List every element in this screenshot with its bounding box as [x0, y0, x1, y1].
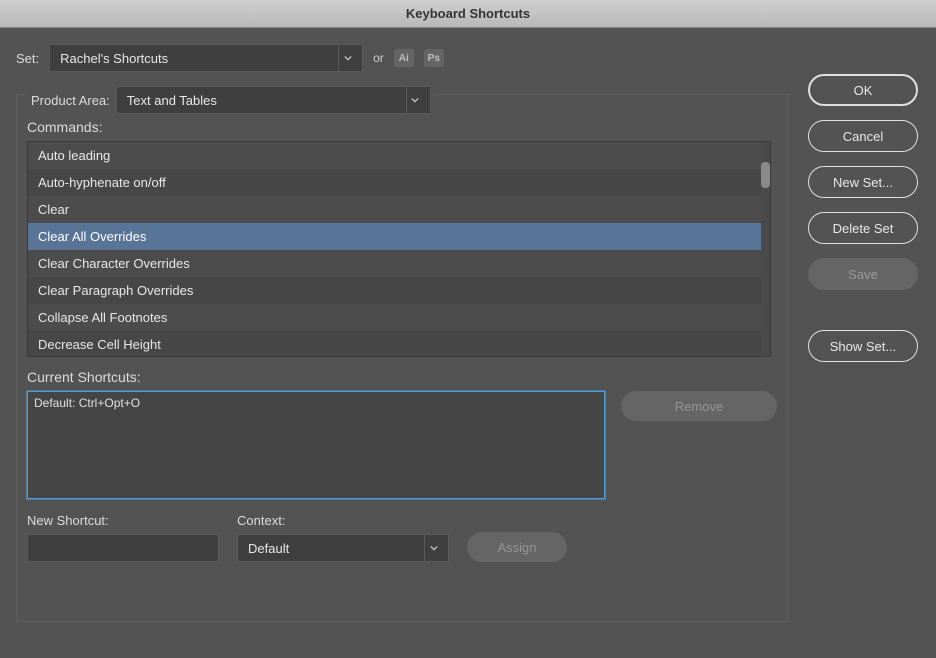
product-area-value: Text and Tables: [127, 93, 400, 108]
current-shortcuts-row: Default: Ctrl+Opt+O Remove: [27, 391, 777, 499]
command-row[interactable]: Clear Paragraph Overrides: [28, 277, 770, 304]
save-button: Save: [808, 258, 918, 290]
command-row[interactable]: Decrease Cell Height: [28, 331, 770, 357]
new-shortcut-input[interactable]: [27, 534, 219, 562]
new-shortcut-row: New Shortcut: Context: Default Assign: [27, 513, 777, 562]
command-row[interactable]: Clear: [28, 196, 770, 223]
commands-label: Commands:: [27, 119, 777, 135]
chevron-down-icon: [406, 87, 424, 113]
chevron-down-icon: [338, 45, 356, 71]
command-row[interactable]: Auto leading: [28, 142, 770, 169]
delete-set-button[interactable]: Delete Set: [808, 212, 918, 244]
side-button-column: OK Cancel New Set... Delete Set Save Sho…: [808, 74, 918, 362]
current-shortcut-item[interactable]: Default: Ctrl+Opt+O: [34, 396, 140, 410]
current-shortcuts-box[interactable]: Default: Ctrl+Opt+O: [27, 391, 605, 499]
context-dropdown[interactable]: Default: [237, 534, 449, 562]
product-area-label: Product Area:: [31, 93, 110, 108]
command-row[interactable]: Clear Character Overrides: [28, 250, 770, 277]
window-titlebar: Keyboard Shortcuts: [0, 0, 936, 28]
product-area-header: Product Area: Text and Tables: [27, 86, 435, 114]
command-row[interactable]: Auto-hyphenate on/off: [28, 169, 770, 196]
set-label: Set:: [16, 51, 39, 66]
new-shortcut-label: New Shortcut:: [27, 513, 219, 528]
dialog-content: Set: Rachel's Shortcuts or Ai Ps Product…: [0, 28, 936, 658]
ok-button[interactable]: OK: [808, 74, 918, 106]
illustrator-icon[interactable]: Ai: [394, 49, 414, 67]
remove-button: Remove: [621, 391, 777, 421]
assign-button: Assign: [467, 532, 567, 562]
command-row[interactable]: Clear All Overrides: [28, 223, 770, 250]
cancel-button[interactable]: Cancel: [808, 120, 918, 152]
scrollbar-thumb[interactable]: [761, 162, 770, 188]
product-area-dropdown[interactable]: Text and Tables: [116, 86, 431, 114]
show-set-button[interactable]: Show Set...: [808, 330, 918, 362]
context-label: Context:: [237, 513, 449, 528]
new-set-button[interactable]: New Set...: [808, 166, 918, 198]
commands-list[interactable]: Auto leadingAuto-hyphenate on/offClearCl…: [27, 141, 771, 357]
commands-scrollbar[interactable]: [761, 142, 770, 356]
set-dropdown-value: Rachel's Shortcuts: [60, 51, 332, 66]
set-dropdown[interactable]: Rachel's Shortcuts: [49, 44, 363, 72]
command-row[interactable]: Collapse All Footnotes: [28, 304, 770, 331]
window-title: Keyboard Shortcuts: [406, 6, 530, 21]
context-value: Default: [248, 541, 418, 556]
chevron-down-icon: [424, 535, 442, 561]
or-label: or: [373, 51, 384, 65]
photoshop-icon[interactable]: Ps: [424, 49, 444, 67]
set-row: Set: Rachel's Shortcuts or Ai Ps: [16, 44, 920, 72]
product-area-group: Product Area: Text and Tables Commands: …: [16, 94, 788, 622]
current-shortcuts-label: Current Shortcuts:: [27, 369, 777, 385]
